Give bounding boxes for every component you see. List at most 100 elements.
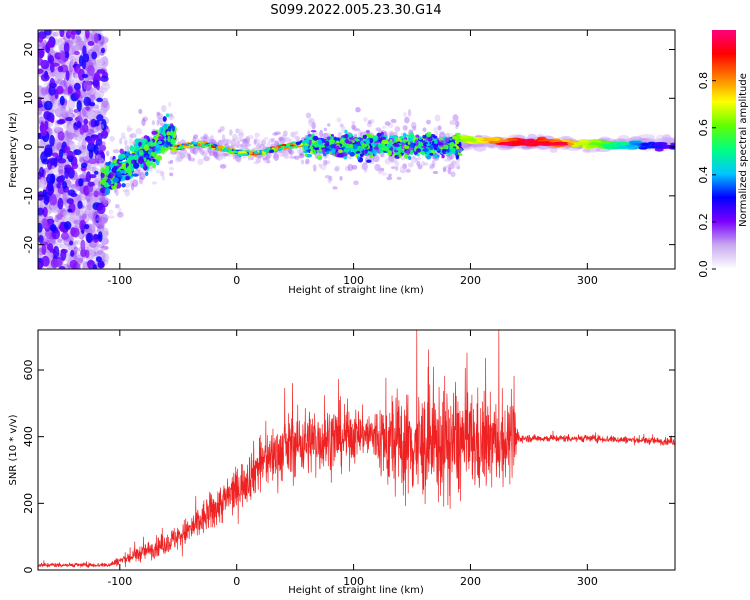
heatmap-cell (394, 161, 400, 167)
heatmap-cell (448, 163, 455, 170)
heatmap-cell (232, 150, 238, 154)
heatmap-cell (94, 30, 103, 34)
heatmap-cell (294, 135, 301, 140)
heatmap-cell (387, 150, 392, 154)
heatmap-cell (443, 144, 449, 150)
heatmap-cell (56, 119, 65, 125)
heatmap-cell (273, 153, 279, 159)
heatmap-cell (388, 130, 395, 137)
heatmap-cell (256, 158, 262, 164)
heatmap-cell (445, 132, 450, 138)
heatmap-cell (426, 155, 432, 160)
heatmap-cell (193, 148, 201, 154)
heatmap-cell (295, 141, 301, 145)
heatmap-cell (215, 153, 220, 160)
heatmap-cell (80, 248, 87, 258)
heatmap-cell (237, 150, 242, 154)
heatmap-cell (95, 256, 102, 262)
heatmap-cell (423, 148, 429, 152)
heatmap-cell (207, 147, 212, 154)
heatmap-cell (73, 82, 81, 91)
heatmap-cell (143, 135, 149, 140)
heatmap-cell (300, 159, 305, 165)
heatmap-cell (429, 166, 434, 170)
heatmap-cell (203, 156, 211, 162)
heatmap-cell (344, 133, 349, 139)
heatmap-cell (351, 120, 356, 125)
heatmap-cell (101, 199, 105, 205)
heatmap-cell (108, 215, 115, 219)
heatmap-cell (43, 195, 50, 206)
heatmap-cell (209, 138, 217, 145)
heatmap-cell (410, 121, 417, 129)
heatmap-cell (101, 173, 105, 178)
heatmap-cell (339, 175, 343, 181)
heatmap-cell (171, 148, 177, 152)
heatmap-cell (78, 178, 84, 187)
heatmap-cell (387, 144, 392, 148)
heatmap-cell (422, 134, 427, 139)
heatmap-cell (242, 138, 249, 145)
heatmap-cell (394, 126, 401, 132)
heatmap-cell (428, 144, 434, 151)
heatmap-cell (41, 255, 50, 267)
heatmap-cell (193, 150, 198, 156)
spectrogram-y-ticks: -20 -10 0 10 20 (22, 43, 675, 254)
heatmap-cell (59, 95, 65, 106)
heatmap-cell (176, 156, 183, 162)
heatmap-cell (72, 45, 80, 53)
heatmap-cell (227, 148, 233, 152)
heatmap-cell (88, 174, 97, 179)
heatmap-cell (266, 153, 270, 161)
heatmap-cell (151, 120, 155, 126)
heatmap-cell (222, 147, 229, 152)
heatmap-cell (293, 145, 298, 149)
heatmap-cell (236, 140, 241, 149)
heatmap-cell (212, 140, 217, 146)
heatmap-cell (417, 156, 422, 160)
heatmap-cell (254, 137, 258, 143)
heatmap-cell (66, 155, 75, 160)
heatmap-cell (253, 161, 259, 165)
heatmap-cell (73, 108, 79, 113)
heatmap-cell (158, 136, 163, 141)
heatmap-cell (443, 158, 451, 162)
heatmap-cell (317, 138, 323, 145)
snr-plot-area (38, 330, 675, 570)
heatmap-cell (583, 147, 601, 153)
heatmap-cell (38, 68, 44, 74)
heatmap-cell (324, 175, 331, 179)
heatmap-cell (361, 162, 368, 171)
heatmap-cell (94, 120, 100, 127)
heatmap-cell (119, 148, 124, 155)
heatmap-cell (278, 151, 285, 157)
heatmap-cell (406, 149, 410, 155)
heatmap-cell (80, 162, 88, 169)
heatmap-cell (310, 129, 317, 133)
heatmap-cell (41, 87, 48, 96)
heatmap-cell (281, 149, 289, 158)
heatmap-cell (304, 137, 310, 144)
heatmap-cell (46, 243, 54, 251)
heatmap-cell (236, 136, 243, 143)
heatmap-cell (184, 145, 190, 148)
heatmap-cell (328, 175, 333, 182)
heatmap-cell (143, 144, 149, 152)
heatmap-cell (311, 140, 316, 143)
heatmap-cell (96, 214, 102, 222)
heatmap-cell (217, 129, 222, 133)
colorbar-label: Normalized spectral amplitude (738, 73, 749, 227)
heatmap-cell (507, 134, 526, 139)
heatmap-cell (57, 131, 65, 141)
heatmap-cell (351, 124, 356, 130)
heatmap-cell (109, 156, 114, 162)
heatmap-cell (156, 113, 163, 120)
heatmap-cell (225, 138, 232, 145)
heatmap-cell (67, 208, 73, 213)
heatmap-cell (47, 239, 56, 244)
heatmap-cell (390, 157, 398, 163)
heatmap-cell (97, 194, 103, 198)
heatmap-cell (219, 125, 225, 132)
heatmap-cell (431, 159, 436, 167)
heatmap-cell (443, 165, 447, 173)
